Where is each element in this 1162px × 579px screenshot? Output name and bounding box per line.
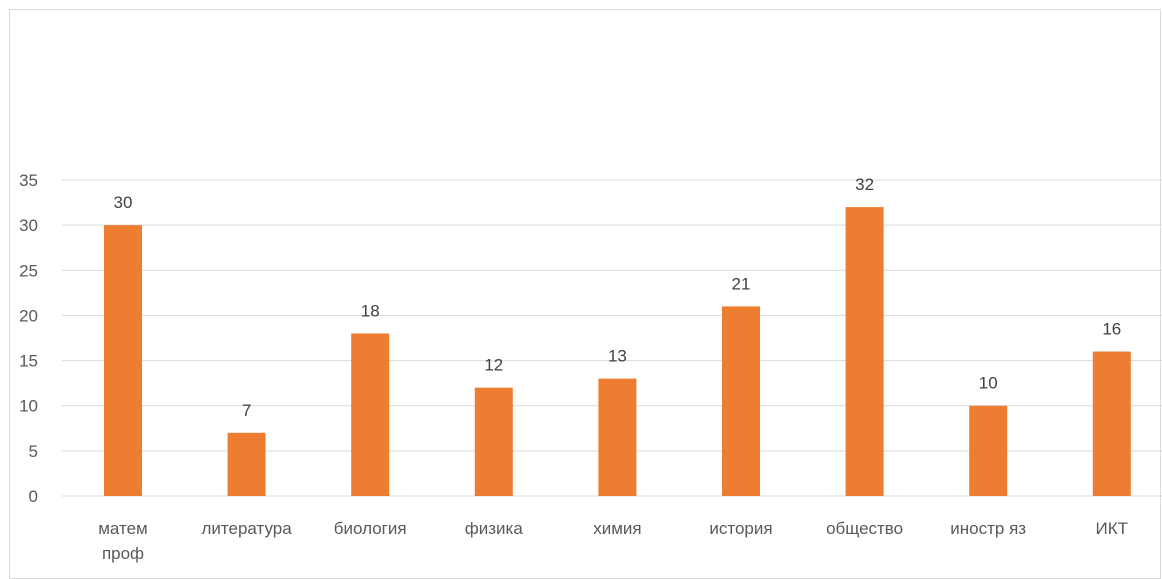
- data-label: 32: [855, 175, 874, 194]
- data-label: 12: [484, 356, 503, 375]
- bar: [845, 207, 884, 497]
- bar: [969, 405, 1008, 496]
- bar: [104, 225, 142, 496]
- y-tick-label: 20: [19, 306, 38, 325]
- bar: [351, 333, 390, 496]
- category-label: иностр яз: [950, 519, 1026, 538]
- category-label: матем: [98, 519, 148, 538]
- category-label: литература: [201, 519, 292, 538]
- category-label: химия: [593, 519, 641, 538]
- data-label: 30: [114, 193, 133, 212]
- y-tick-label: 5: [29, 442, 38, 461]
- y-tick-label: 25: [19, 261, 38, 280]
- data-label: 13: [608, 347, 627, 366]
- bar: [227, 432, 266, 496]
- bars: [104, 207, 1131, 497]
- data-label: 10: [979, 374, 998, 393]
- category-label: проф: [102, 544, 144, 563]
- bar: [598, 378, 637, 496]
- y-tick-label: 30: [19, 216, 38, 235]
- data-labels: 30 7 18 12 13 21 32 10 16: [114, 175, 1122, 420]
- category-label: общество: [826, 519, 903, 538]
- y-axis-ticks: 0 5 10 15 20 25 30 35: [19, 171, 38, 506]
- y-tick-label: 10: [19, 397, 38, 416]
- category-label: физика: [465, 519, 524, 538]
- data-label: 21: [732, 274, 751, 293]
- data-label: 7: [242, 401, 251, 420]
- bar: [722, 306, 760, 496]
- category-labels: матем проф литература биология физика химия ис…: [98, 519, 1128, 563]
- data-label: 16: [1102, 320, 1121, 339]
- y-tick-label: 0: [29, 487, 38, 506]
- y-tick-label: 15: [19, 352, 38, 371]
- category-label: биология: [334, 519, 407, 538]
- y-tick-label: 35: [19, 171, 38, 190]
- chart-frame: [9, 9, 1161, 579]
- category-label: ИКТ: [1096, 519, 1129, 538]
- category-label: история: [709, 519, 772, 538]
- data-label: 18: [361, 301, 380, 320]
- bar: [1092, 351, 1131, 496]
- bar: [474, 387, 513, 496]
